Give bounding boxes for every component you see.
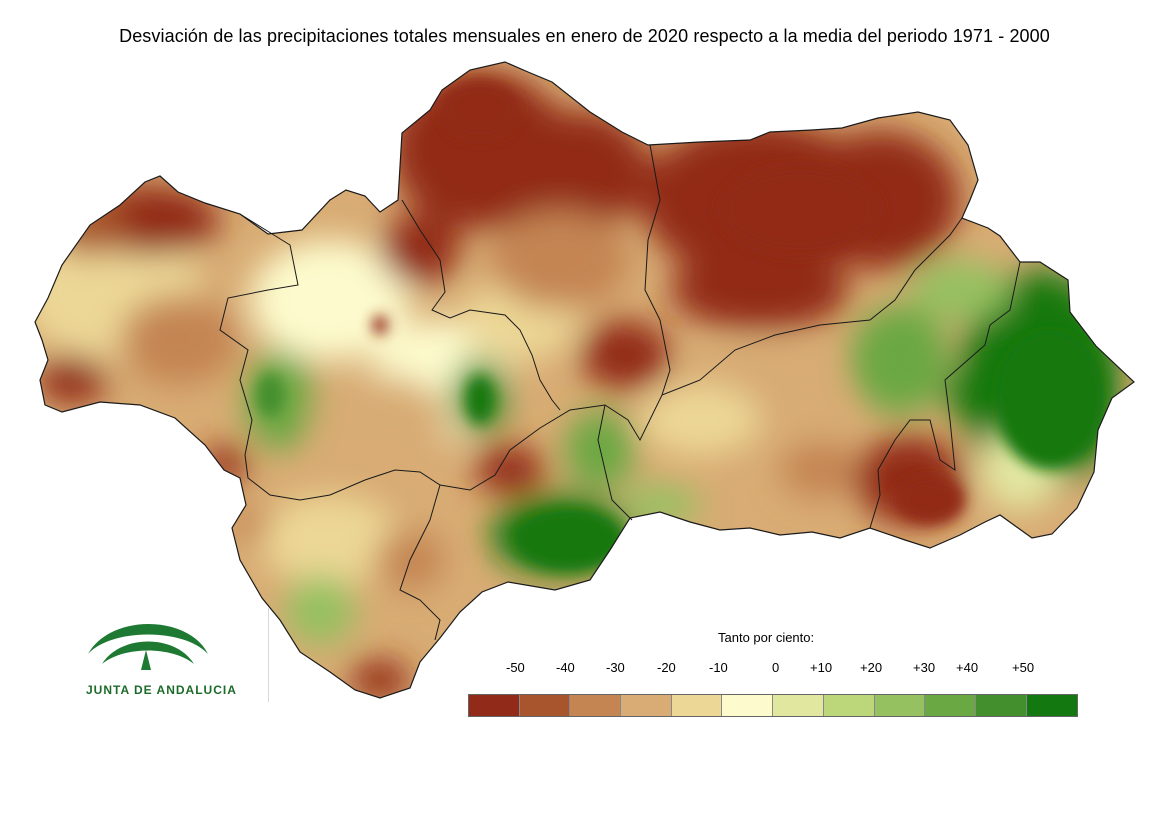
- junta-andalucia-emblem-icon: [88, 624, 208, 670]
- legend-swatch: [519, 695, 571, 716]
- legend-swatch: [570, 695, 622, 716]
- legend-label: +10: [810, 660, 833, 675]
- legend-swatch: [469, 695, 520, 716]
- legend-title: Tanto por ciento:: [718, 630, 815, 645]
- legend-swatch: [975, 695, 1027, 716]
- legend-color-bar: [467, 694, 1079, 717]
- legend-label: +30: [913, 660, 936, 675]
- legend-label: -30: [606, 660, 625, 675]
- legend-label: +20: [860, 660, 883, 675]
- legend-swatch: [1026, 695, 1078, 716]
- legend-label: -50: [506, 660, 525, 675]
- legend-swatch: [823, 695, 875, 716]
- map-title: Desviación de las precipitaciones totale…: [119, 26, 1050, 46]
- legend-swatch: [773, 695, 824, 716]
- legend-label: -40: [556, 660, 575, 675]
- legend-swatch: [925, 695, 976, 716]
- legend-label: +50: [1012, 660, 1035, 675]
- legend-swatch: [874, 695, 926, 716]
- legend-swatch: [722, 695, 774, 716]
- logo-text: JUNTA DE ANDALUCIA: [86, 683, 237, 697]
- legend-label: +40: [956, 660, 979, 675]
- province-borders: [219, 144, 1021, 641]
- legend-label: -20: [657, 660, 676, 675]
- logo-divider: [268, 608, 269, 702]
- legend-swatch: [671, 695, 723, 716]
- legend-label: -10: [709, 660, 728, 675]
- legend-swatch: [621, 695, 672, 716]
- legend-label: 0: [772, 660, 780, 675]
